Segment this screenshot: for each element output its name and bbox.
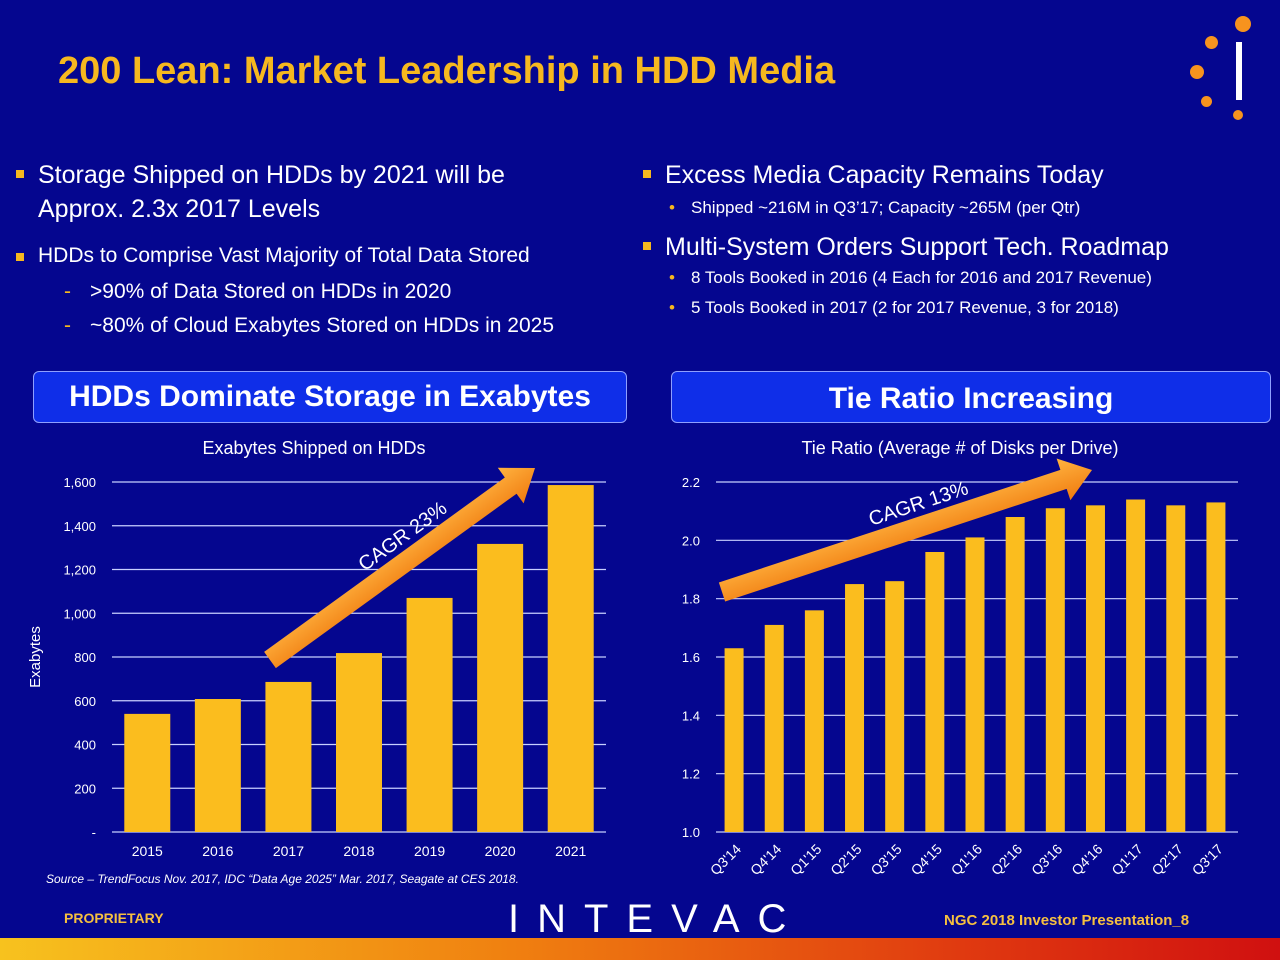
x-tick-label: Q3'15	[867, 841, 905, 879]
bar	[804, 610, 824, 832]
left-chart-header: HDDs Dominate Storage in Exabytes	[33, 371, 627, 423]
bullet-square-icon	[16, 170, 24, 178]
dot-icon: •	[669, 268, 675, 287]
proprietary-label: PROPRIETARY	[64, 910, 164, 926]
cagr-arrow: CAGR 13%	[718, 458, 1093, 602]
page-footer: NGC 2018 Investor Presentation_8	[944, 912, 1190, 929]
bar	[265, 681, 312, 832]
sub-bullet-text: >90% of Data Stored on HDDs in 2020	[90, 280, 452, 303]
dash-icon: -	[64, 280, 71, 303]
y-tick-label: 200	[74, 781, 96, 796]
right-chart-title: Tie Ratio (Average # of Disks per Drive)	[801, 438, 1119, 458]
x-tick-label: 2015	[132, 843, 163, 859]
bullet-text: Multi-System Orders Support Tech. Roadma…	[665, 233, 1169, 261]
y-tick-label: 1.4	[682, 708, 700, 723]
source-note: Source – TrendFocus Nov. 2017, IDC “Data…	[46, 872, 519, 886]
x-tick-label: 2020	[485, 843, 516, 859]
left-chart-title: Exabytes Shipped on HDDs	[202, 438, 426, 458]
x-tick-label: 2018	[343, 843, 374, 859]
footer-gradient-bar	[0, 938, 1280, 960]
x-tick-label: Q2'16	[988, 841, 1026, 879]
y-tick-label: 400	[74, 738, 96, 753]
y-tick-label: 800	[74, 650, 96, 665]
bar	[477, 543, 524, 832]
x-tick-label: Q4'15	[908, 841, 946, 879]
bar	[1126, 499, 1146, 832]
arrow-shape	[264, 467, 536, 669]
bar	[845, 584, 865, 832]
bar	[965, 537, 985, 832]
y-tick-label: 1,000	[63, 606, 96, 621]
intevac-logo: INTEVAC	[508, 897, 805, 941]
y-tick-label: 2.2	[682, 475, 700, 490]
x-tick-label: Q1'17	[1108, 841, 1146, 879]
x-tick-label: Q3'16	[1028, 841, 1066, 879]
y-tick-label: 1.8	[682, 592, 700, 607]
bar	[885, 581, 905, 832]
bar	[406, 597, 453, 832]
x-tick-label: 2017	[273, 843, 304, 859]
x-tick-label: 2019	[414, 843, 445, 859]
sub-bullet-text: 5 Tools Booked in 2017 (2 for 2017 Reven…	[691, 298, 1119, 317]
right-chart-header: Tie Ratio Increasing	[671, 371, 1271, 423]
y-tick-label: 1.6	[682, 650, 700, 665]
x-tick-label: Q1'16	[948, 841, 986, 879]
dash-icon: -	[64, 314, 71, 337]
bar	[925, 552, 945, 832]
bar	[1045, 508, 1065, 832]
y-tick-label: 1.0	[682, 825, 700, 840]
bullet-text: Storage Shipped on HDDs by 2021 will be	[38, 161, 505, 189]
bar	[547, 485, 594, 832]
sub-bullet-text: 8 Tools Booked in 2016 (4 Each for 2016 …	[691, 268, 1152, 287]
bar	[336, 653, 382, 832]
bullet-square-icon	[16, 253, 24, 261]
x-tick-label: 2021	[555, 843, 586, 859]
bar	[194, 699, 241, 832]
y-tick-label: 1,400	[63, 519, 96, 534]
y-tick-label: 600	[74, 694, 96, 709]
bar	[1166, 505, 1186, 832]
bar	[724, 648, 744, 832]
y-tick-label: 1,600	[63, 475, 96, 490]
x-tick-label: 2016	[202, 843, 233, 859]
bar	[764, 624, 784, 832]
bullet-text: HDDs to Comprise Vast Majority of Total …	[38, 244, 530, 267]
arrow-shape	[718, 458, 1093, 602]
slide-title: 200 Lean: Market Leadership in HDD Media	[58, 50, 836, 92]
y-tick-label: -	[92, 825, 96, 840]
left-y-axis-label: Exabytes	[27, 626, 44, 688]
bullet-square-icon	[643, 242, 651, 250]
y-tick-label: 1.2	[682, 767, 700, 782]
bar	[124, 713, 171, 832]
bullet-text: Approx. 2.3x 2017 Levels	[38, 195, 321, 223]
left-bullets: Storage Shipped on HDDs by 2021 will be A…	[16, 158, 638, 338]
logo-mark	[1185, 12, 1255, 122]
x-tick-label: Q3'17	[1189, 841, 1227, 879]
y-tick-label: 1,200	[63, 563, 96, 578]
bullet-square-icon	[643, 170, 651, 178]
bullet-text: Excess Media Capacity Remains Today	[665, 161, 1104, 189]
x-tick-label: Q4'16	[1068, 841, 1106, 879]
x-tick-label: Q2'17	[1148, 841, 1186, 879]
sub-bullet-text: ~80% of Cloud Exabytes Stored on HDDs in…	[90, 314, 555, 337]
bar	[1005, 517, 1025, 832]
x-tick-label: Q2'15	[827, 841, 865, 879]
right-bullets: Excess Media Capacity Remains Today • Shi…	[643, 158, 1280, 318]
sub-bullet-text: Shipped ~216M in Q3’17; Capacity ~265M (…	[691, 198, 1081, 217]
x-tick-label: Q4'14	[747, 841, 785, 879]
y-tick-label: 2.0	[682, 533, 700, 548]
bar	[1085, 505, 1105, 832]
dot-icon: •	[669, 198, 675, 217]
x-tick-label: Q3'14	[707, 841, 745, 879]
dot-icon: •	[669, 298, 675, 317]
bar	[1206, 502, 1226, 832]
x-tick-label: Q1'15	[787, 841, 825, 879]
